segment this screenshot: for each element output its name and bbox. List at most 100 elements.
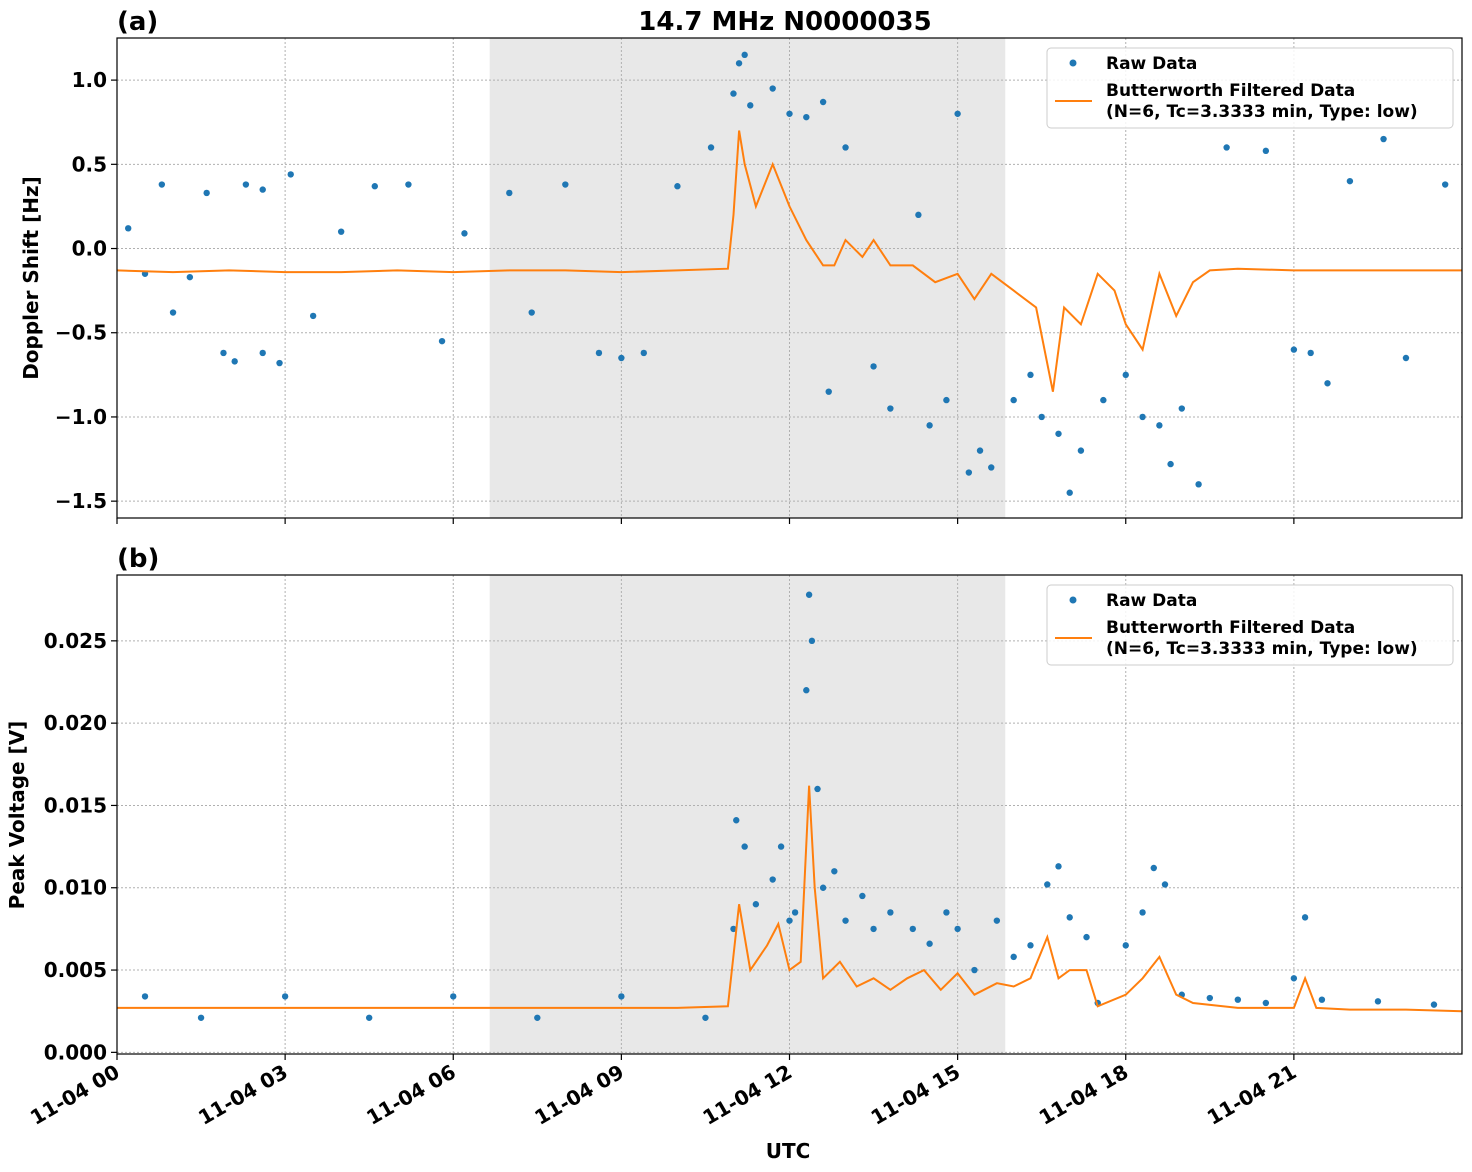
raw-data-point [595, 349, 603, 357]
raw-data-point [735, 60, 743, 67]
panel-a: (a) 1.0 0.5 0.0 −0.5 −1.0 −1.5 Doppler Shift … [19, 7, 1463, 524]
raw-data-point [1066, 489, 1073, 496]
raw-data-point [741, 51, 748, 59]
raw-data-point [203, 189, 210, 197]
figure-title: 14.7 MHz N0000035 [638, 7, 931, 37]
raw-data-point [741, 843, 748, 850]
raw-data-point [1156, 422, 1163, 429]
raw-data-point [825, 388, 832, 395]
raw-data-point [733, 817, 740, 824]
raw-data-point [562, 181, 569, 188]
panel-a-plot-area [117, 51, 1462, 496]
raw-data-point [1178, 405, 1185, 412]
raw-data-point [1055, 430, 1062, 437]
raw-data-point [926, 422, 933, 429]
raw-data-point [1290, 346, 1298, 353]
panel-b-shaded-interval [489, 575, 1006, 1054]
panel-a-legend-box [1046, 47, 1454, 129]
panel-a-legend-filtered-label: Butterworth Filtered Data [1106, 81, 1355, 101]
panel-b-raw-data [141, 591, 1438, 1021]
panel-a-grid [116, 38, 1462, 518]
raw-data-point [808, 637, 816, 645]
panel-b: (b) 0.025 0.020 0.015 0.010 0.005 0.000 11-04… [5, 544, 1463, 1130]
x-tick-label: 11-04 18 [1035, 1060, 1133, 1130]
raw-data-point [1346, 177, 1354, 185]
raw-data-point [1290, 975, 1298, 982]
raw-data-point [786, 917, 793, 924]
panel-b-legend: Raw Data Butterworth Filtered Data (N=6,… [1046, 584, 1454, 666]
raw-data-point [231, 358, 238, 365]
raw-data-point [870, 363, 877, 370]
raw-data-point [819, 884, 827, 891]
panel-b-legend-raw-label: Raw Data [1106, 591, 1197, 611]
raw-data-point [618, 354, 625, 362]
y-tick-label: 0.000 [44, 1040, 107, 1064]
raw-data-point [1122, 371, 1129, 379]
raw-data-point [1010, 953, 1017, 961]
raw-data-point [965, 469, 973, 476]
raw-data-point [831, 868, 838, 875]
raw-data-point [702, 1014, 709, 1021]
panel-b-legend-box [1046, 584, 1454, 666]
raw-data-point [1100, 396, 1107, 404]
raw-data-point [870, 925, 877, 933]
panel-a-legend-raw-label: Raw Data [1106, 54, 1197, 74]
x-tick-label: 11-04 15 [867, 1060, 965, 1130]
raw-data-point [1430, 1001, 1438, 1008]
x-tick-label: 11-04 09 [530, 1060, 628, 1130]
raw-data-point [220, 349, 227, 357]
raw-data-point [528, 309, 535, 316]
raw-data-point [1262, 999, 1270, 1007]
raw-data-point [365, 1014, 373, 1021]
raw-data-point [125, 225, 132, 232]
y-tick-label: 0.020 [44, 711, 107, 735]
raw-data-point [769, 876, 776, 883]
panel-a-legend-raw-marker [1069, 59, 1077, 67]
y-tick-label: 0.010 [44, 876, 107, 900]
panel-a-x-ticks [116, 518, 1295, 524]
x-tick-label: 11-04 00 [26, 1060, 124, 1130]
raw-data-point [1374, 998, 1382, 1005]
panel-a-legend: Raw Data Butterworth Filtered Data (N=6,… [1046, 47, 1454, 129]
raw-data-point [943, 909, 950, 916]
raw-data-point [730, 925, 737, 933]
raw-data-point [1027, 942, 1034, 949]
raw-data-point [1010, 396, 1017, 404]
y-tick-label: 0.005 [44, 958, 107, 982]
raw-data-point [371, 183, 378, 190]
raw-data-point [887, 405, 894, 412]
raw-data-point [405, 181, 412, 188]
raw-data-point [1066, 914, 1073, 921]
y-tick-label: 0.025 [44, 629, 107, 653]
raw-data-point [730, 90, 737, 97]
raw-data-point [954, 110, 961, 117]
raw-data-point [337, 228, 345, 235]
y-tick-label: 0.015 [44, 793, 107, 817]
raw-data-point [1307, 349, 1314, 357]
raw-data-point [259, 349, 266, 357]
raw-data-point [786, 110, 793, 117]
panel-a-filtered-line [117, 130, 1462, 392]
raw-data-point [309, 312, 317, 320]
raw-data-point [158, 181, 166, 188]
raw-data-point [842, 144, 849, 151]
raw-data-point [971, 966, 978, 974]
panel-b-legend-raw-marker [1069, 596, 1077, 604]
panel-b-x-ticks: 11-04 00 11-04 03 11-04 06 11-04 09 11-04 12… [26, 1054, 1300, 1130]
panel-b-label: (b) [117, 544, 159, 574]
raw-data-point [287, 171, 294, 178]
raw-data-point [1380, 135, 1387, 143]
raw-data-point [506, 189, 513, 197]
y-tick-label: −0.5 [55, 321, 107, 345]
y-tick-label: 0.5 [72, 152, 107, 176]
raw-data-point [819, 98, 827, 106]
raw-data-point [1234, 996, 1242, 1003]
raw-data-point [1262, 147, 1270, 155]
panel-a-ylabel: Doppler Shift [Hz] [19, 176, 43, 380]
raw-data-point [197, 1014, 205, 1021]
x-axis-label: UTC [766, 1139, 811, 1163]
raw-data-point [1324, 380, 1331, 387]
panel-a-legend-filtered-params: (N=6, Tc=3.3333 min, Type: low) [1106, 102, 1418, 122]
panel-b-y-ticks: 0.025 0.020 0.015 0.010 0.005 0.000 [44, 629, 117, 1064]
raw-data-point [1139, 413, 1146, 421]
